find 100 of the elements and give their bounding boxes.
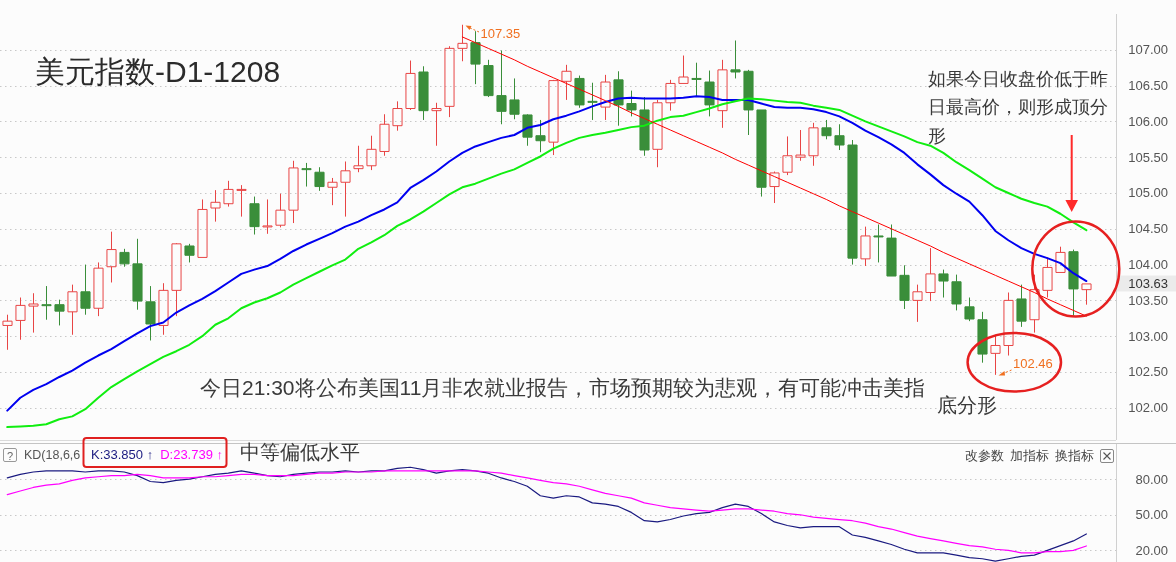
candlestick [548, 79, 559, 156]
y-tick-label: 106.50 [1128, 78, 1168, 94]
candlestick [834, 123, 845, 151]
y-tick-label: 103.50 [1128, 292, 1168, 308]
y-tick-label: 104.00 [1128, 257, 1168, 273]
candlestick [782, 135, 793, 176]
text: 美元指数-D1-1208 [35, 55, 281, 88]
candlestick [743, 69, 754, 136]
candlestick [80, 264, 91, 316]
candlestick [1081, 283, 1092, 306]
y-tick-label: 103.00 [1128, 328, 1168, 344]
series-label: D:23.739 ↑ [160, 446, 224, 462]
candlestick [275, 193, 286, 228]
candlestick [847, 139, 858, 266]
candlestick [1068, 249, 1079, 316]
y-tick-label: 102.50 [1128, 364, 1168, 380]
candlestick [1029, 274, 1040, 334]
candlestick [158, 282, 169, 336]
series-label: K:33.850 ↑ [91, 446, 154, 462]
candlestick [639, 96, 650, 157]
text: 103.63 [1128, 275, 1168, 291]
y-tick-label: 20.00 [1135, 542, 1168, 558]
candlestick [288, 160, 299, 224]
candlestick [1042, 256, 1053, 299]
y-tick-label: 80.00 [1135, 471, 1168, 487]
candlestick [496, 50, 507, 125]
candlestick [600, 74, 611, 121]
candlestick [132, 238, 143, 311]
candlestick [717, 59, 728, 129]
candlestick [67, 284, 78, 336]
candlestick [223, 180, 234, 208]
annotation: 改参数 [965, 449, 1004, 463]
annotation: 107.35 [480, 25, 521, 41]
candlestick [236, 184, 247, 218]
candlestick [379, 113, 390, 157]
candlestick [431, 102, 442, 147]
candlestick [509, 77, 520, 120]
candlestick [925, 247, 936, 302]
annotation: 底分形 [937, 394, 997, 416]
candlestick [197, 198, 208, 258]
y-tick-label: 107.00 [1128, 42, 1168, 58]
candlestick [93, 261, 104, 317]
annotation: 102.46 [1013, 356, 1053, 371]
candlestick [769, 171, 780, 204]
candlestick [1016, 284, 1027, 328]
candlestick [704, 70, 715, 117]
candlestick [821, 119, 832, 140]
annotation: 换指标 [1055, 449, 1094, 463]
candlestick [808, 122, 819, 167]
candlestick [249, 196, 260, 236]
candlestick [145, 285, 156, 341]
candlestick [652, 99, 663, 168]
candlestick [691, 62, 702, 98]
chart-title: KD(18,6,6 [24, 447, 81, 462]
annotation: 加指标 [1010, 449, 1049, 463]
candlestick [665, 79, 676, 112]
candlestick [2, 314, 13, 351]
candlestick [899, 264, 910, 310]
candlestick [327, 177, 338, 206]
candlestick [418, 65, 429, 121]
candlestick [470, 30, 481, 85]
candlestick [977, 311, 988, 364]
candlestick [964, 297, 975, 322]
candlestick [626, 90, 637, 117]
annotation: 中等偏低水平 [240, 441, 360, 463]
annotation: 今日21:30将公布美国11月非农就业报告，市场预期较为悲观，有可能冲击美指 [200, 376, 926, 399]
candlestick [392, 100, 403, 132]
candlestick [574, 75, 585, 109]
y-tick-label: 106.00 [1128, 113, 1168, 129]
y-tick-label: 50.00 [1135, 507, 1168, 523]
candlestick [15, 297, 26, 341]
candlestick [886, 223, 897, 277]
candlestick [210, 189, 221, 223]
candlestick [587, 82, 598, 121]
candlestick [1055, 246, 1066, 273]
candlestick [41, 285, 52, 321]
candlestick [262, 198, 273, 235]
candlestick [366, 135, 377, 171]
candlestick [561, 64, 572, 101]
candlestick [119, 248, 130, 268]
candlestick [340, 160, 351, 218]
candlestick [938, 269, 949, 299]
candlestick [912, 284, 923, 323]
candlestick [860, 226, 871, 267]
candlestick [873, 223, 884, 263]
candlestick [756, 109, 767, 198]
candlestick [613, 70, 624, 127]
candlestick [795, 129, 806, 162]
candlestick [1003, 292, 1014, 357]
y-tick-label: 105.50 [1128, 149, 1168, 165]
y-tick-label: 104.50 [1128, 221, 1168, 237]
candlestick [171, 242, 182, 317]
candlestick [951, 274, 962, 311]
candlestick [535, 119, 546, 153]
candlestick [730, 39, 741, 79]
candlestick [353, 145, 364, 173]
y-tick-label: 105.00 [1128, 185, 1168, 201]
candlestick [106, 231, 117, 283]
candlestick [184, 243, 195, 263]
candlestick [483, 59, 494, 98]
